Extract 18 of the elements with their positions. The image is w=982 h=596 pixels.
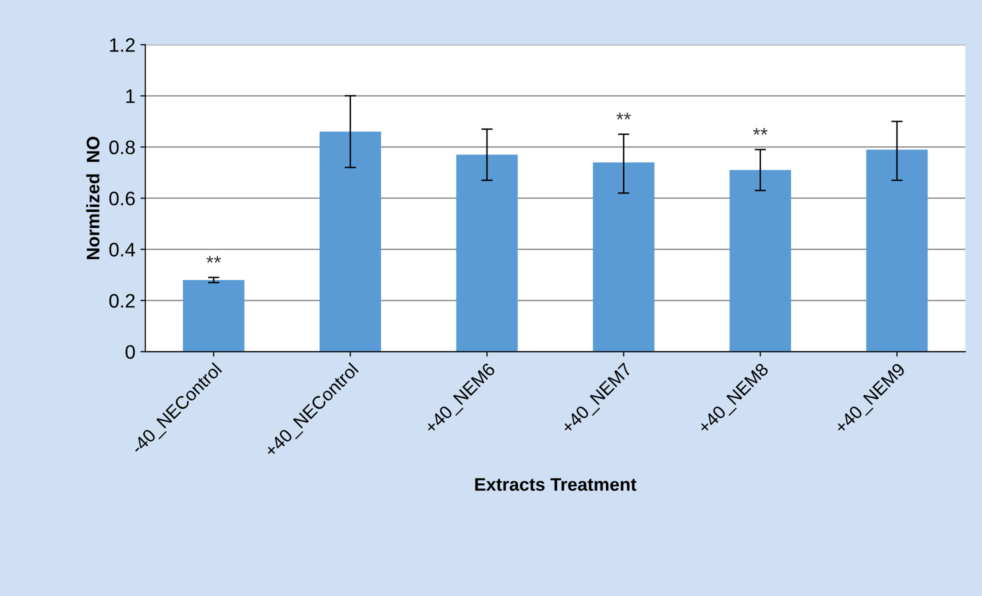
y-tick-label: 1 (126, 90, 135, 103)
bar (730, 170, 792, 352)
bar (866, 150, 928, 352)
y-axis-title: Normlized NO (86, 136, 100, 260)
y-tick-label: 0.4 (109, 242, 136, 257)
annotation: ** (206, 256, 221, 263)
annotation: ** (753, 128, 768, 135)
y-tick-label: 1.2 (110, 38, 135, 52)
annotation: ** (616, 112, 631, 120)
y-tick-label: 0.8 (109, 140, 135, 154)
y-tick-label: 0.2 (109, 294, 135, 308)
y-tick-label: 0.6 (109, 192, 135, 206)
bar (592, 162, 654, 352)
y-tick-label: 0 (126, 345, 135, 359)
x-axis-title: Extracts Treatment (475, 478, 636, 491)
bar (182, 280, 244, 352)
bar (320, 132, 382, 352)
bar (456, 154, 518, 352)
